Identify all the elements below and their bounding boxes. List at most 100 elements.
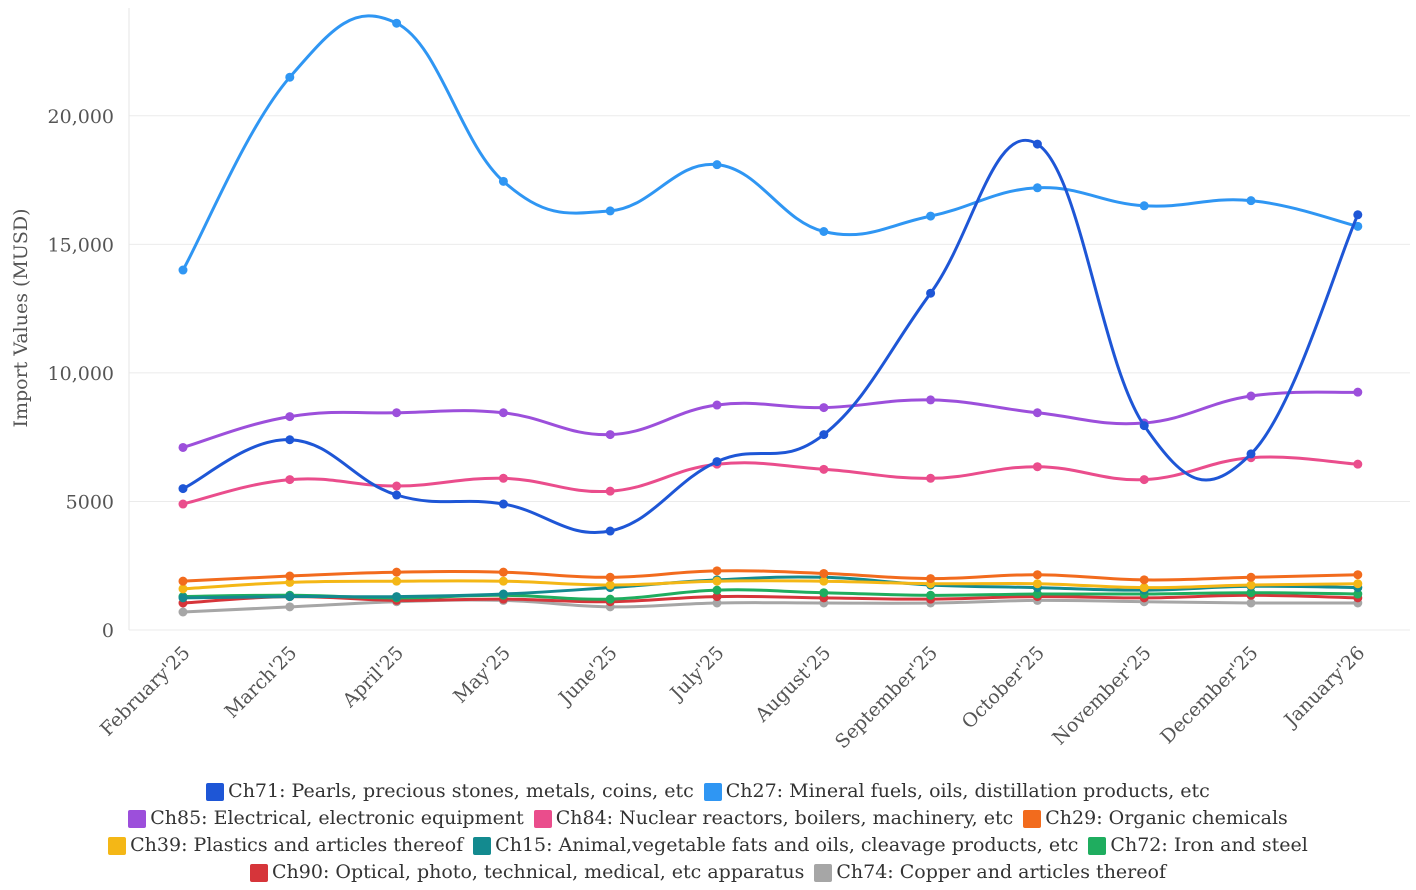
legend-label: Ch39: Plastics and articles thereof (130, 834, 464, 856)
data-point (819, 430, 829, 440)
data-point (285, 592, 295, 602)
x-tick-label: May'25 (449, 642, 515, 708)
legend-item[interactable]: Ch15: Animal,vegetable fats and oils, cl… (473, 832, 1078, 859)
data-point (285, 602, 295, 612)
data-point (605, 580, 615, 590)
y-tick-label: 0 (102, 620, 114, 642)
y-axis-label: Import Values (MUSD) (10, 208, 32, 427)
x-tick-label: January'26 (1279, 642, 1369, 732)
legend-item[interactable]: Ch27: Mineral fuels, oils, distillation … (703, 778, 1210, 805)
data-point (392, 18, 402, 28)
data-point (498, 499, 508, 509)
series-ch84 (178, 453, 1363, 509)
legend-row: Ch71: Pearls, precious stones, metals, c… (0, 778, 1416, 805)
data-point (1246, 196, 1256, 206)
legend-item[interactable]: Ch90: Optical, photo, technical, medical… (250, 859, 804, 886)
data-point (1032, 408, 1042, 418)
legend-item[interactable]: Ch71: Pearls, precious stones, metals, c… (206, 778, 694, 805)
legend-item[interactable]: Ch29: Organic chemicals (1023, 805, 1288, 832)
data-point (605, 526, 615, 536)
data-point (819, 576, 829, 586)
x-tick-label: February'25 (96, 642, 195, 741)
data-point (1246, 580, 1256, 590)
series-ch29 (178, 566, 1363, 586)
data-point (1032, 589, 1042, 599)
data-point (498, 408, 508, 418)
data-point (178, 265, 188, 275)
data-point (178, 442, 188, 452)
data-point (819, 588, 829, 598)
data-point (178, 607, 188, 617)
legend-swatch (206, 782, 225, 801)
y-tick-label: 10,000 (48, 363, 114, 385)
data-point (712, 566, 722, 576)
y-tick-label: 20,000 (48, 106, 114, 128)
x-tick-label: August'25 (750, 642, 835, 727)
x-tick-label: October'25 (958, 642, 1049, 733)
data-point (605, 206, 615, 216)
legend-item[interactable]: Ch74: Copper and articles thereof (814, 859, 1166, 886)
data-point (1353, 589, 1363, 599)
data-point (926, 395, 936, 405)
x-tick-label: December'25 (1156, 642, 1262, 748)
legend-item[interactable]: Ch85: Electrical, electronic equipment (128, 805, 524, 832)
data-point (926, 211, 936, 221)
series-ch27 (178, 14, 1363, 275)
legend-row: Ch85: Electrical, electronic equipment Ch… (0, 805, 1416, 832)
legend-label: Ch71: Pearls, precious stones, metals, c… (228, 780, 694, 802)
x-tick-label: November'25 (1048, 642, 1155, 749)
legend-label: Ch72: Iron and steel (1110, 834, 1308, 856)
data-point (285, 571, 295, 581)
legend-item[interactable]: Ch39: Plastics and articles thereof (108, 832, 463, 859)
data-point (712, 592, 722, 602)
series-line (181, 455, 1360, 506)
data-point (819, 403, 829, 413)
data-point (1246, 598, 1256, 608)
data-point (498, 176, 508, 186)
legend-swatch (703, 782, 722, 801)
data-point (178, 576, 188, 586)
data-point (605, 486, 615, 496)
data-point (498, 473, 508, 483)
data-point (1139, 583, 1149, 593)
legend-item[interactable]: Ch84: Nuclear reactors, boilers, machine… (533, 805, 1013, 832)
series-line (181, 14, 1360, 272)
data-point (1032, 570, 1042, 580)
data-point (1353, 221, 1363, 231)
data-point (1353, 387, 1363, 397)
series-line (181, 390, 1360, 449)
data-point (1032, 183, 1042, 193)
legend: Ch71: Pearls, precious stones, metals, c… (0, 778, 1416, 886)
legend-item[interactable]: Ch72: Iron and steel (1088, 832, 1308, 859)
data-point (178, 499, 188, 509)
data-point (712, 457, 722, 467)
series-line (181, 593, 1360, 605)
legend-label: Ch29: Organic chemicals (1045, 807, 1288, 829)
data-point (285, 412, 295, 422)
series-line (181, 598, 1360, 614)
data-point (392, 408, 402, 418)
data-point (285, 475, 295, 485)
legend-swatch (473, 836, 492, 855)
data-point (926, 590, 936, 600)
data-point (712, 585, 722, 595)
data-point (605, 430, 615, 440)
data-point (178, 484, 188, 494)
data-point (819, 568, 829, 578)
data-point (1139, 575, 1149, 585)
legend-swatch (108, 836, 127, 855)
legend-label: Ch90: Optical, photo, technical, medical… (272, 861, 805, 883)
data-point (178, 584, 188, 594)
data-point (605, 572, 615, 582)
data-point (1246, 588, 1256, 598)
data-point (1353, 570, 1363, 580)
data-point (926, 473, 936, 483)
data-point (1246, 391, 1256, 401)
data-point (392, 592, 402, 602)
legend-swatch (128, 809, 147, 828)
data-point (712, 160, 722, 170)
data-point (819, 464, 829, 474)
data-point (285, 72, 295, 82)
data-point (1353, 579, 1363, 589)
x-tick-label: April'25 (338, 642, 408, 712)
